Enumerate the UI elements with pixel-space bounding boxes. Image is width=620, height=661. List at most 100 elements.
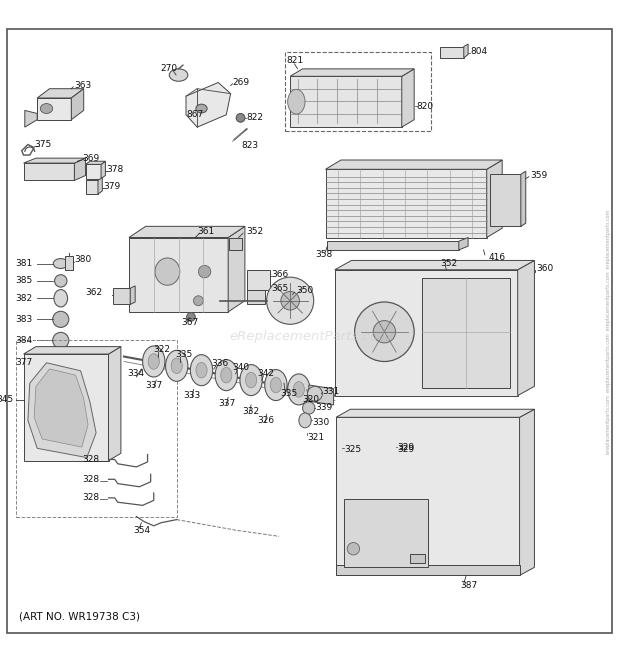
Text: 820: 820 — [417, 102, 434, 110]
Text: 333: 333 — [183, 391, 200, 400]
Ellipse shape — [40, 104, 53, 114]
Text: 321: 321 — [307, 433, 324, 442]
Text: 821: 821 — [286, 56, 304, 65]
Polygon shape — [186, 83, 231, 127]
Polygon shape — [130, 286, 135, 305]
Text: 342: 342 — [257, 369, 274, 378]
Ellipse shape — [193, 295, 203, 305]
Text: 339: 339 — [315, 403, 332, 412]
Polygon shape — [290, 69, 414, 76]
Bar — [16, 340, 177, 516]
Ellipse shape — [155, 258, 180, 286]
Ellipse shape — [373, 321, 396, 343]
Text: 361: 361 — [197, 227, 215, 236]
Ellipse shape — [308, 386, 322, 401]
Ellipse shape — [347, 543, 360, 555]
Polygon shape — [487, 160, 502, 237]
Ellipse shape — [293, 381, 304, 397]
Ellipse shape — [267, 277, 314, 325]
Polygon shape — [290, 76, 402, 127]
Text: 328: 328 — [82, 475, 99, 484]
Ellipse shape — [265, 369, 287, 401]
Text: 385: 385 — [16, 276, 33, 286]
Ellipse shape — [196, 362, 207, 378]
Text: 804: 804 — [470, 47, 487, 56]
Polygon shape — [344, 499, 428, 567]
Text: 378: 378 — [107, 165, 124, 174]
Polygon shape — [98, 177, 102, 194]
Text: 270: 270 — [160, 64, 177, 73]
Text: (ART NO. WR19738 C3): (ART NO. WR19738 C3) — [19, 612, 140, 622]
Text: 325: 325 — [344, 445, 361, 454]
Ellipse shape — [246, 372, 257, 388]
Text: 379: 379 — [104, 182, 121, 191]
Ellipse shape — [240, 365, 262, 395]
Text: 329: 329 — [397, 445, 414, 454]
Polygon shape — [229, 237, 242, 250]
Text: 369: 369 — [82, 154, 100, 163]
Polygon shape — [129, 237, 228, 312]
Text: 359: 359 — [530, 171, 547, 180]
Text: 363: 363 — [74, 81, 92, 90]
Text: 328: 328 — [82, 493, 99, 502]
Polygon shape — [326, 160, 502, 169]
Text: 329: 329 — [397, 443, 414, 451]
Ellipse shape — [221, 368, 232, 383]
Polygon shape — [24, 346, 121, 354]
Polygon shape — [521, 171, 526, 226]
Ellipse shape — [215, 360, 237, 391]
Ellipse shape — [166, 350, 188, 381]
Text: 334: 334 — [127, 369, 144, 378]
Polygon shape — [28, 363, 96, 457]
Text: 416: 416 — [489, 253, 506, 262]
Polygon shape — [326, 169, 487, 237]
Polygon shape — [113, 288, 130, 305]
Polygon shape — [520, 409, 534, 575]
Polygon shape — [108, 346, 121, 461]
Polygon shape — [247, 290, 265, 305]
Text: 352: 352 — [247, 227, 264, 236]
Text: 330: 330 — [312, 418, 330, 427]
Polygon shape — [247, 270, 270, 290]
Polygon shape — [86, 161, 105, 165]
Polygon shape — [74, 158, 86, 180]
Ellipse shape — [196, 104, 207, 113]
Text: 336: 336 — [211, 359, 228, 368]
Text: 366: 366 — [272, 270, 289, 279]
Ellipse shape — [303, 402, 315, 414]
Ellipse shape — [55, 275, 67, 287]
Polygon shape — [37, 89, 84, 98]
Text: 387: 387 — [460, 582, 477, 590]
Text: 377: 377 — [16, 358, 33, 368]
Text: 367: 367 — [182, 318, 199, 327]
Text: 354: 354 — [133, 525, 151, 535]
Ellipse shape — [288, 374, 310, 405]
Polygon shape — [459, 237, 468, 250]
Text: 360: 360 — [536, 264, 554, 273]
Text: 345: 345 — [0, 395, 14, 405]
Polygon shape — [335, 260, 534, 270]
Text: 381: 381 — [16, 259, 33, 268]
Polygon shape — [440, 46, 464, 58]
Bar — [285, 52, 431, 131]
Text: 380: 380 — [74, 254, 92, 264]
Text: 823: 823 — [242, 141, 259, 150]
Ellipse shape — [236, 114, 245, 122]
Ellipse shape — [198, 266, 211, 278]
Ellipse shape — [190, 355, 213, 385]
Text: 375: 375 — [34, 140, 51, 149]
Ellipse shape — [53, 258, 68, 268]
Text: 352: 352 — [440, 259, 458, 268]
Ellipse shape — [54, 290, 68, 307]
Ellipse shape — [169, 69, 188, 81]
Text: ereplacementparts.com  ereplacementparts.com  ereplacementparts.com  ereplacemen: ereplacementparts.com ereplacementparts.… — [606, 207, 611, 454]
Polygon shape — [410, 554, 425, 563]
Polygon shape — [422, 278, 510, 387]
Text: 350: 350 — [296, 286, 314, 295]
Polygon shape — [24, 158, 86, 163]
Polygon shape — [518, 260, 534, 395]
Text: 358: 358 — [315, 251, 332, 259]
Polygon shape — [25, 110, 37, 127]
Polygon shape — [336, 409, 534, 417]
Ellipse shape — [270, 377, 281, 393]
